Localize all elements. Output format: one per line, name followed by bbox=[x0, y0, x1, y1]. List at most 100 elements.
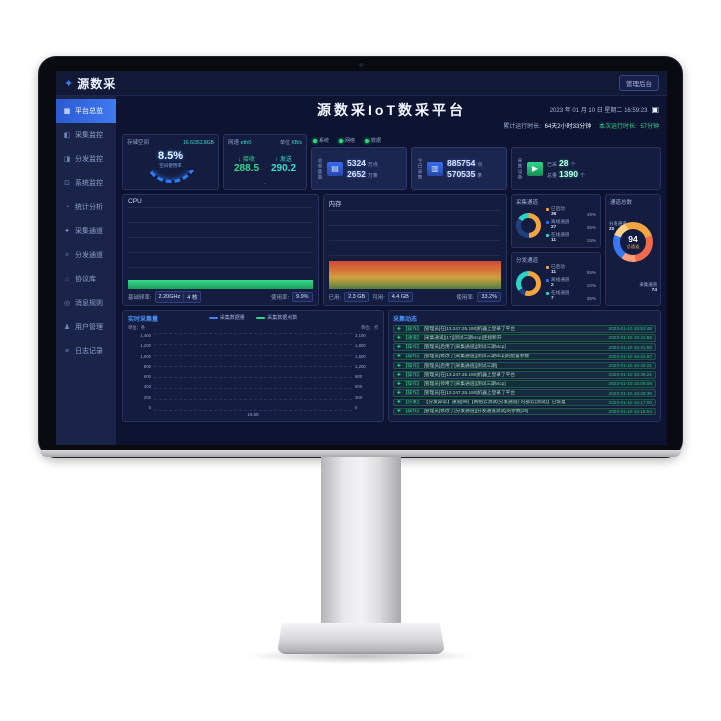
status-dot-icon bbox=[365, 138, 370, 143]
storage-title: 存储空间 bbox=[127, 140, 150, 146]
legend-dot bbox=[546, 278, 549, 282]
legend-dot bbox=[546, 233, 549, 237]
storage-gauge-arc bbox=[143, 169, 198, 183]
main-content: 源数采IoT数采平台 2023 年 01 月 10 日 星期二 16:59:23… bbox=[116, 96, 667, 445]
axis-tick: 600 bbox=[143, 374, 151, 380]
dashboard-display: ✦ 源数采 管理后台 ▦ 平台总览 ◧ bbox=[56, 71, 667, 445]
plus-icon: ✚ bbox=[397, 325, 401, 331]
sidebar-item-icon: ♟ bbox=[63, 324, 71, 331]
collect-channels-title: 采集通道 bbox=[516, 200, 539, 206]
sidebar-item[interactable]: ≡ 日志记录 bbox=[56, 339, 116, 363]
legend-dot bbox=[546, 220, 549, 224]
camera-dot bbox=[358, 63, 363, 67]
memory-card: 内存 已用: 2.3 GB 可用: 4.4 GB 使用率: 33.2% bbox=[322, 194, 507, 306]
axis-tick: 1,200 bbox=[140, 343, 151, 349]
plus-icon: ✚ bbox=[397, 390, 401, 396]
monitor-stand-base bbox=[277, 623, 445, 654]
axis-tick: 1,400 bbox=[140, 333, 151, 338]
status-dot-icon bbox=[339, 138, 344, 143]
activity-tag: 【操作】 bbox=[402, 362, 422, 368]
sidebar-item[interactable]: ✦ 采集通道 bbox=[56, 219, 116, 243]
status-dot-item: 系统 bbox=[313, 137, 329, 144]
legend-row: 已启动 11 55% bbox=[546, 264, 596, 275]
activity-text: [管理员]修改了[分发通道][分发通道测试]的参数[19] bbox=[423, 408, 529, 414]
sidebar-item[interactable]: ◨ 分发监控 bbox=[56, 147, 116, 171]
cpu-card: CPU 基础频率: 2.20GHz 4 核 使用率: 9.9% bbox=[122, 194, 319, 306]
activity-time: 2023-01-10 15:40:21 bbox=[608, 363, 652, 369]
activity-row: ✚ 【操作】 [管理员]在[13.247.25.190]机器上登录了平台 202… bbox=[393, 389, 656, 397]
cpu-footer: 基础频率: 2.20GHz 4 核 使用率: 9.9% bbox=[128, 290, 313, 303]
gridline bbox=[154, 333, 352, 334]
uptime-session-label: 本次运行时长: bbox=[598, 124, 637, 130]
topbar: ✦ 源数采 管理后台 bbox=[56, 71, 667, 96]
activity-row: ✚ 【操作】 [管理员]启用了[采集通道][测试三期] 2023-01-10 1… bbox=[393, 361, 656, 370]
right-axis-ticks: 2,100 1,800 1,500 1,200 900 600 300 0 bbox=[352, 333, 378, 410]
sidebar-item-label: 用户管理 bbox=[75, 324, 103, 331]
memory-usage-box: 33.2% bbox=[477, 291, 501, 302]
axis-tick: 1,800 bbox=[355, 343, 366, 349]
devices-vlabel: 采集设备 bbox=[518, 157, 523, 180]
total-collect-box: 总采集量 ▤ 5324 万点 2652 万条 bbox=[311, 147, 407, 190]
sidebar-item[interactable]: ⊡ 系统监控 bbox=[56, 171, 116, 195]
sidebar-item[interactable]: ◔ 统计分析 bbox=[56, 195, 116, 219]
activity-time: 2023-01-10 15:41:57 bbox=[608, 353, 652, 359]
activity-tag: 【通道】 bbox=[402, 334, 422, 340]
channel-total-card: 通道总数 94 总通道 分发通道 20 bbox=[605, 194, 661, 306]
activity-time: 2023-01-10 15:41:59 bbox=[608, 335, 652, 341]
status-dot-icon bbox=[313, 138, 317, 143]
table-icon: ▥ bbox=[427, 161, 443, 176]
plus-icon: ✚ bbox=[397, 334, 401, 340]
activity-time: 2023-01-10 15:17:00 bbox=[608, 399, 652, 405]
activity-time: 2023-01-10 15:41:58 bbox=[608, 344, 652, 350]
sidebar-item[interactable]: ◧ 采集监控 bbox=[56, 123, 116, 147]
plus-icon: ✚ bbox=[397, 408, 401, 414]
network-iface: eth0 bbox=[240, 140, 252, 146]
sidebar-item-label: 分发监控 bbox=[75, 156, 103, 163]
sidebar-item-label: 采集通道 bbox=[75, 228, 103, 235]
sidebar-item[interactable]: ✧ 分发通道 bbox=[56, 243, 116, 267]
sidebar-item[interactable]: ⌂ 协议库 bbox=[56, 267, 116, 291]
status-dot-label: 网络 bbox=[345, 138, 356, 144]
axis-tick: 0 bbox=[148, 404, 151, 410]
header-right: 2023 年 01 月 10 日 星期二 16:59:23 ▣ bbox=[550, 105, 659, 114]
axis-tick: 0 bbox=[355, 404, 358, 410]
network-card: 网速 eth0 单位 KB/s ↓ 接收 288.5 bbox=[223, 134, 307, 190]
series-line-icon bbox=[208, 316, 218, 319]
cpu-title: CPU bbox=[128, 198, 142, 205]
collect-channels-card: 采集通道 已启动 36 49% bbox=[511, 194, 601, 248]
expand-icon[interactable]: ▣ bbox=[651, 104, 659, 114]
admin-backend-button[interactable]: 管理后台 bbox=[619, 75, 659, 91]
devices-collected-value: 28 bbox=[559, 158, 569, 168]
legend-dot bbox=[546, 265, 549, 269]
series-line-icon bbox=[256, 316, 266, 319]
performance-row: CPU 基础频率: 2.20GHz 4 核 使用率: 9.9% bbox=[122, 194, 661, 306]
channel-total-center-label: 总通道 bbox=[626, 244, 640, 249]
sidebar-item[interactable]: ♟ 用户管理 bbox=[56, 315, 116, 339]
activity-row: ✚ 【操作】 [管理员]在[13.247.25.190]机器上登录了平台 202… bbox=[393, 370, 656, 379]
dispatch-channels-card: 分发通道 已启动 11 55% bbox=[511, 252, 601, 306]
storage-capacity: 16.6/352.8GB bbox=[183, 140, 214, 146]
activity-time: 2023-01-10 16:53:46 bbox=[608, 326, 652, 332]
status-dot-label: 数据 bbox=[371, 138, 382, 144]
sidebar-item-icon: ⊡ bbox=[64, 180, 70, 187]
legend-row: 已启动 36 49% bbox=[546, 206, 596, 217]
activity-row: ✚ 【操作】 [管理员]启用了[采集通道][测试三期vtcp] 2023-01-… bbox=[393, 343, 656, 351]
axis-tick: 900 bbox=[355, 374, 363, 380]
sidebar-item-icon: ✦ bbox=[64, 228, 70, 235]
gridline bbox=[154, 388, 352, 389]
sidebar-item[interactable]: ▦ 平台总览 bbox=[56, 99, 116, 123]
channels-panel: 采集通道 已启动 36 49% bbox=[511, 194, 661, 306]
recv-label: ↓ 接收 bbox=[238, 157, 255, 163]
channel-total-title: 通道总数 bbox=[610, 200, 633, 206]
sidebar-item-label: 平台总览 bbox=[75, 108, 103, 115]
sidebar-item-icon: ✧ bbox=[64, 252, 70, 259]
sidebar-item-icon: ◎ bbox=[63, 300, 71, 307]
dispatch-channels-title: 分发通道 bbox=[516, 258, 539, 264]
gridline bbox=[154, 355, 352, 356]
activity-time: 2023-01-10 15:09:08 bbox=[608, 381, 652, 387]
plus-icon: ✚ bbox=[397, 362, 401, 368]
status-dot-label: 系统 bbox=[319, 138, 330, 144]
sidebar-item[interactable]: ◎ 消息规则 bbox=[56, 291, 116, 315]
activity-row: ✚ 【操作】 [管理员]停用了[采集通道][测试三期vtcp] 2023-01-… bbox=[393, 380, 656, 388]
gridline bbox=[154, 344, 352, 345]
